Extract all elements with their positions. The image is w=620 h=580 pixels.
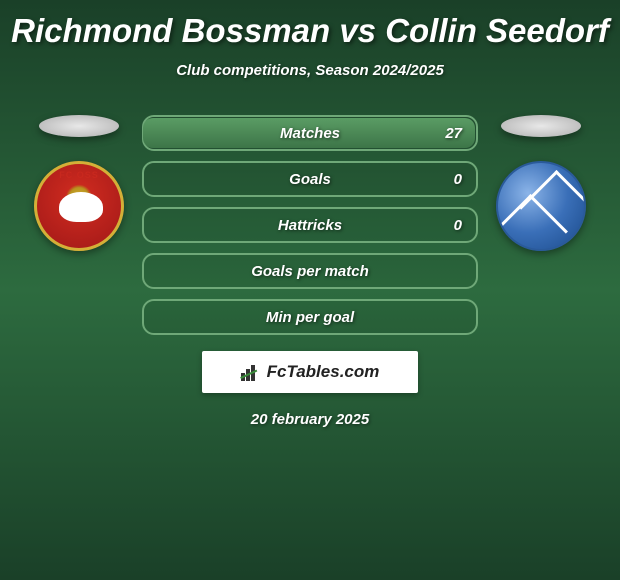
- stat-row-goals-per-match: Goals per match: [142, 253, 478, 289]
- club-badge-left: FC OSS: [34, 161, 124, 251]
- stat-row-hattricks: Hattricks 0: [142, 207, 478, 243]
- stat-label: Matches: [144, 125, 476, 142]
- brand-text: FcTables.com: [267, 362, 380, 382]
- stat-label: Hattricks: [144, 217, 476, 234]
- stat-label: Goals per match: [144, 263, 476, 280]
- player-left-photo: [39, 115, 119, 137]
- page-subtitle: Club competitions, Season 2024/2025: [0, 62, 620, 79]
- stat-value-right: 0: [454, 171, 462, 188]
- stat-row-matches: Matches 27: [142, 115, 478, 151]
- page-title: Richmond Bossman vs Collin Seedorf: [0, 0, 620, 50]
- club-badge-left-label: FC OSS: [37, 170, 121, 180]
- club-badge-right: [496, 161, 586, 251]
- comparison-content: FC OSS Matches 27 Goals 0 Hattricks 0 Go…: [0, 115, 620, 335]
- stat-label: Goals: [144, 171, 476, 188]
- brand-box: FcTables.com: [202, 351, 418, 393]
- stat-value-right: 27: [445, 125, 462, 142]
- player-right-column: [486, 115, 596, 251]
- date-text: 20 february 2025: [0, 411, 620, 428]
- stats-column: Matches 27 Goals 0 Hattricks 0 Goals per…: [134, 115, 486, 335]
- stat-label: Min per goal: [144, 309, 476, 326]
- player-left-column: FC OSS: [24, 115, 134, 251]
- stat-row-goals: Goals 0: [142, 161, 478, 197]
- stat-value-right: 0: [454, 217, 462, 234]
- stat-row-min-per-goal: Min per goal: [142, 299, 478, 335]
- brand-chart-icon: [241, 363, 263, 381]
- player-right-photo: [501, 115, 581, 137]
